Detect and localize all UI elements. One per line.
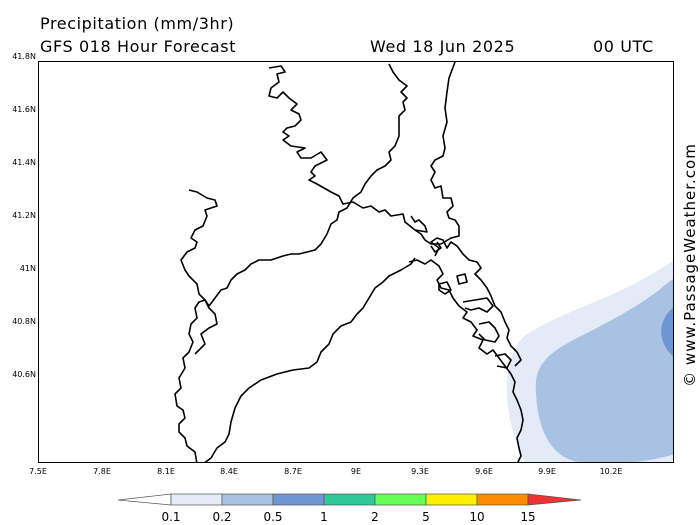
lat-label: 41.6N	[12, 105, 36, 114]
map-canvas	[174, 62, 673, 462]
legend-swatch	[170, 493, 223, 506]
precipitation-map	[38, 61, 674, 463]
legend-swatch	[476, 493, 529, 506]
lon-label: 9.9E	[538, 467, 556, 476]
forecast-time: 00 UTC	[593, 37, 654, 56]
precip-legend	[118, 493, 582, 506]
legend-label: 0.1	[161, 510, 181, 524]
legend-swatch	[425, 493, 478, 506]
legend-label: 0.5	[263, 510, 283, 524]
legend-swatch	[323, 493, 376, 506]
legend-swatch	[221, 493, 274, 506]
lon-label: 9.6E	[475, 467, 493, 476]
legend-label: 0.2	[212, 510, 232, 524]
lat-label: 41.8N	[12, 52, 36, 61]
lon-label: 10.2E	[599, 467, 623, 476]
lon-label: 8.4E	[220, 467, 238, 476]
legend-label: 5	[422, 510, 430, 524]
credit-text: © www.PassageWeather.com	[681, 143, 699, 387]
lon-label: 8.1E	[157, 467, 175, 476]
coastline	[174, 62, 524, 462]
map-title: Precipitation (mm/3hr)	[40, 14, 235, 33]
lat-label: 41.2N	[12, 211, 36, 220]
legend-label: 10	[469, 510, 485, 524]
precip-area-heavy	[661, 307, 673, 357]
lon-label: 9.3E	[411, 467, 429, 476]
lat-label: 41N	[19, 264, 36, 273]
precip-area-moderate	[535, 279, 673, 462]
lon-label: 7.8E	[93, 467, 111, 476]
legend-swatch	[374, 493, 427, 506]
legend-swatch	[527, 493, 582, 506]
forecast-date: Wed 18 Jun 2025	[370, 37, 516, 56]
legend-label: 15	[520, 510, 536, 524]
legend-label: 1	[320, 510, 328, 524]
lat-label: 40.8N	[12, 317, 36, 326]
forecast-model-label: GFS 018 Hour Forecast	[40, 37, 237, 56]
legend-swatch	[272, 493, 325, 506]
legend-label: 2	[371, 510, 379, 524]
lon-label: 9E	[350, 467, 362, 476]
lat-label: 40.6N	[12, 370, 36, 379]
lon-label: 8.7E	[284, 467, 302, 476]
lat-label: 41.4N	[12, 158, 36, 167]
lon-label: 7.5E	[29, 467, 47, 476]
legend-swatch	[118, 493, 172, 506]
